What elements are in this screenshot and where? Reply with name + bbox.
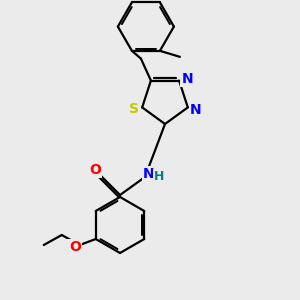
Text: O: O [89, 163, 101, 177]
Text: N: N [143, 167, 155, 181]
Text: S: S [129, 102, 139, 116]
Text: N: N [190, 103, 202, 117]
Text: N: N [181, 72, 193, 86]
Text: H: H [154, 170, 164, 184]
Text: O: O [69, 240, 81, 254]
